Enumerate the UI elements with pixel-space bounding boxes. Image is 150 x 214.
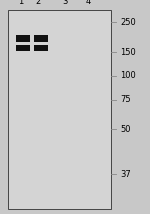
Bar [34,45,48,51]
Text: 37: 37 [120,170,131,179]
Text: 1: 1 [18,0,24,6]
Text: 4: 4 [85,0,90,6]
Text: 250: 250 [120,18,136,27]
Bar [16,35,30,42]
Text: 2: 2 [36,0,41,6]
Text: 75: 75 [120,95,131,104]
Text: 100: 100 [120,71,136,80]
Text: 150: 150 [120,48,136,57]
Bar [34,35,48,42]
Text: 50: 50 [120,125,130,134]
Text: 3: 3 [63,0,68,6]
Bar [8,10,111,209]
Bar [16,45,30,51]
